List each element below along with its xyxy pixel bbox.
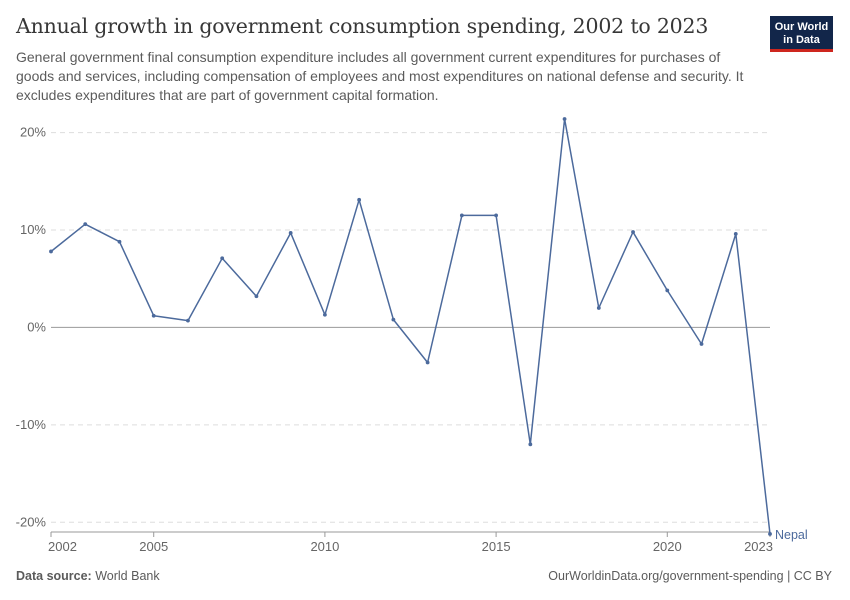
data-source-label: Data source: [16, 569, 92, 583]
series-lines [50, 118, 771, 534]
chart-title: Annual growth in government consumption … [16, 14, 709, 38]
axes: -20% -10% 0% 10% 20% 2002 2005 2010 2015 2020 2023 [16, 125, 773, 554]
chart-subtitle: General government final consumption exp… [16, 49, 744, 103]
x-tick-label: 2020 [653, 539, 682, 554]
data-point [83, 222, 88, 227]
data-point [425, 360, 430, 365]
data-point [733, 232, 738, 236]
grid-lines [51, 132, 770, 523]
data-point [117, 239, 122, 244]
data-point [220, 256, 225, 261]
data-point [562, 117, 567, 121]
y-tick-label: 20% [20, 125, 46, 140]
data-point [699, 342, 704, 346]
x-tick-label: 2015 [482, 539, 511, 554]
data-point [49, 249, 53, 254]
logo-line-2: in Data [783, 33, 820, 46]
data-source-value: World Bank [95, 569, 160, 583]
data-point [665, 288, 670, 293]
y-tick-label: -20% [16, 514, 47, 529]
data-source: Data source: World Bank [16, 569, 160, 583]
x-tick-label: 2002 [48, 539, 77, 554]
y-tick-label: -10% [16, 417, 47, 432]
source-url-link[interactable]: OurWorldinData.org/government-spending |… [548, 569, 832, 583]
y-tick-label: 0% [27, 319, 46, 334]
series-label-nepal: Nepal [775, 528, 808, 542]
data-point [288, 231, 293, 235]
data-point [186, 318, 190, 323]
data-point [596, 306, 601, 310]
y-tick-label: 10% [20, 222, 46, 237]
x-tick-label: 2005 [139, 539, 168, 554]
data-point [254, 294, 259, 299]
owid-logo[interactable]: Our World in Data [770, 16, 833, 52]
data-point [631, 230, 635, 234]
logo-line-1: Our World [774, 21, 829, 33]
data-point [391, 317, 396, 322]
series-labels: Nepal [775, 528, 808, 542]
series-line [50, 118, 771, 534]
x-tick-label: 2010 [310, 539, 339, 554]
data-point [528, 442, 533, 447]
data-point [151, 313, 156, 318]
x-tick-label: 2023 [744, 539, 773, 554]
data-point [323, 312, 327, 317]
data-point [494, 213, 498, 218]
data-point [459, 213, 464, 218]
data-point [357, 197, 362, 202]
data-points [49, 117, 772, 536]
data-point [768, 532, 772, 536]
